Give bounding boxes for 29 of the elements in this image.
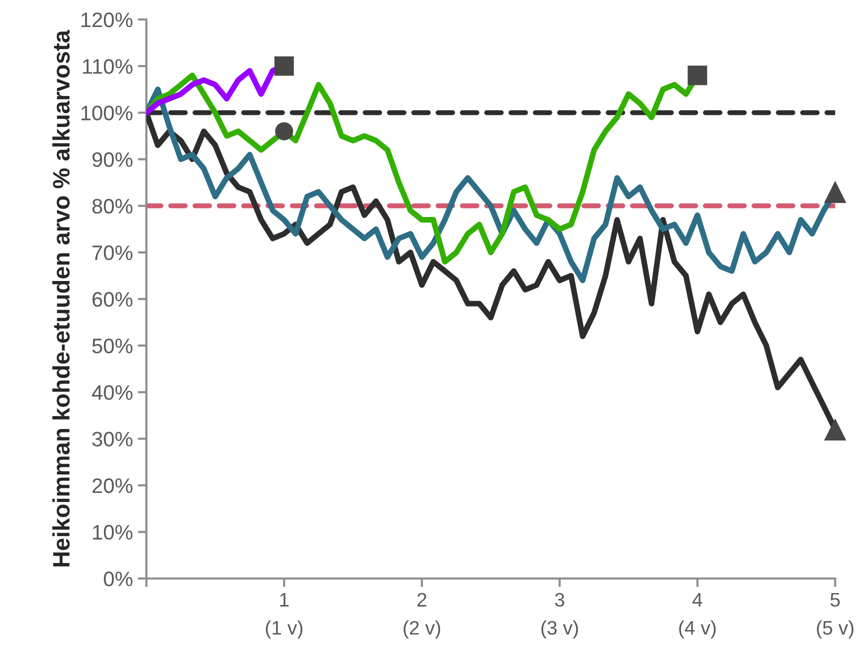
y-tick-label: 110% bbox=[83, 59, 132, 74]
x2-tick-label: (1 v) bbox=[266, 620, 302, 639]
y-tick-label: 50% bbox=[92, 338, 132, 354]
x-tick-label: 3 bbox=[554, 592, 564, 607]
y-tick-label: 120% bbox=[81, 12, 132, 28]
y-tick-label: 30% bbox=[92, 432, 132, 447]
x-tick-label: 1 bbox=[280, 593, 289, 606]
x2-tick-label: (2 v) bbox=[404, 620, 440, 639]
point bbox=[275, 122, 294, 140]
y-tick-label: 0% bbox=[104, 572, 132, 586]
x2-tick-label: (5 v) bbox=[816, 620, 854, 639]
x-tick-label: 4 bbox=[692, 593, 702, 606]
x-tick-label: 5 bbox=[830, 593, 840, 607]
point bbox=[274, 56, 294, 76]
y-tick-label: 90% bbox=[92, 152, 132, 168]
point bbox=[824, 418, 846, 441]
y-tick-label: 60% bbox=[92, 292, 132, 307]
y-tick-label: 20% bbox=[92, 478, 132, 494]
x2-tick-label: (4 v) bbox=[679, 620, 716, 639]
y-tick-label: 70% bbox=[92, 245, 132, 260]
point bbox=[824, 180, 846, 203]
x-tick-label: 2 bbox=[417, 592, 426, 606]
y-tick-label: 100% bbox=[81, 106, 132, 120]
y-tick-label: 80% bbox=[92, 198, 132, 214]
y-tick-label: 10% bbox=[93, 524, 132, 540]
y-tick-label: 40% bbox=[92, 385, 132, 400]
point bbox=[688, 66, 708, 86]
y-axis-title: Heikoimman kohde-etuuden arvo % alkuarvosta bbox=[52, 30, 70, 566]
x2-tick-label: (3 v) bbox=[541, 620, 578, 639]
